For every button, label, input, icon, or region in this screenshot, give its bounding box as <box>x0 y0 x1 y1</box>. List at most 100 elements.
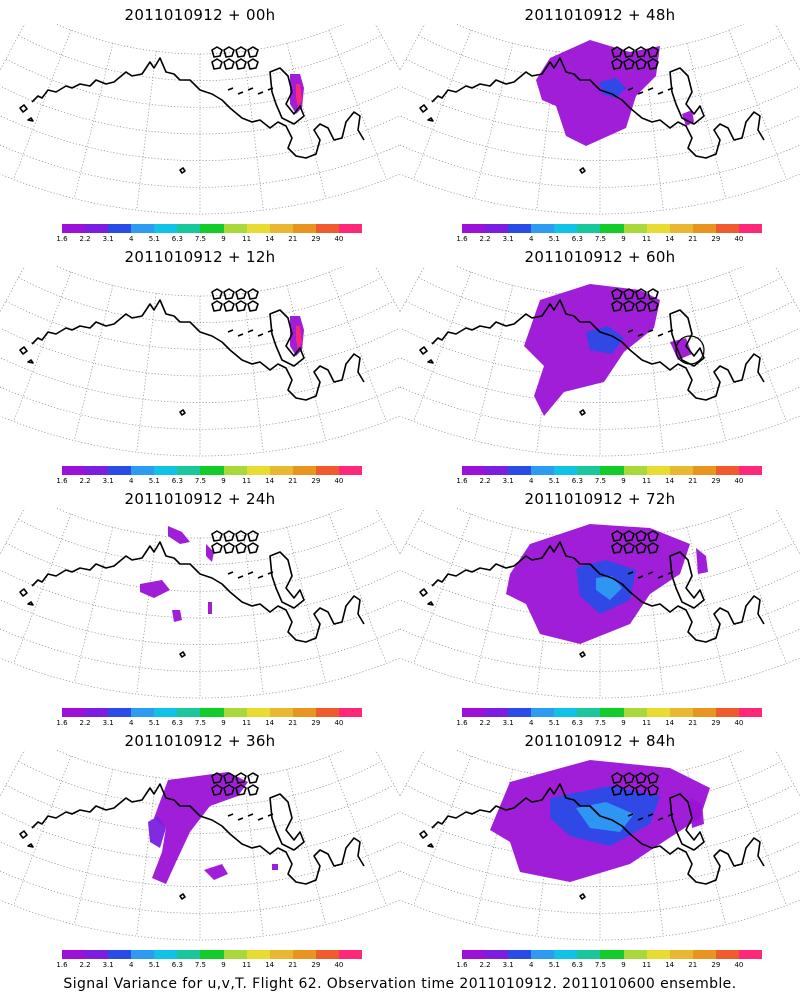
colorbar-segment <box>600 224 624 233</box>
colorbar-label: 3.1 <box>502 719 514 727</box>
panel-title: 2011010912 + 00h <box>124 6 276 24</box>
colorbar-segment <box>108 224 132 233</box>
colorbar-segment <box>85 950 109 959</box>
colorbar-labels: 1.6 2.2 3.1 4 5.1 6.3 7.5 9 11 14 21 29 40 <box>456 235 762 245</box>
colorbar-segment <box>315 950 339 959</box>
variance-region <box>140 580 170 598</box>
colorbar-label: 5.1 <box>548 235 560 243</box>
colorbar-label: 6.3 <box>571 719 583 727</box>
colorbar-label: 40 <box>334 235 344 243</box>
colorbar-label: 6.3 <box>171 477 183 485</box>
colorbar-label: 6.3 <box>571 961 583 969</box>
colorbar-segment <box>292 950 316 959</box>
colorbar-segment <box>246 708 270 717</box>
colorbar-label: 29 <box>711 477 721 485</box>
colorbar-segment <box>154 708 178 717</box>
colorbar-segment <box>108 708 132 717</box>
colorbar-label: 40 <box>734 235 744 243</box>
colorbar-segment <box>531 708 555 717</box>
colorbar <box>462 466 763 475</box>
colorbar-segment <box>269 224 293 233</box>
graticule <box>0 508 400 699</box>
colorbar-label: 2.2 <box>479 961 491 969</box>
colorbar-segment <box>177 950 201 959</box>
colorbar-label: 29 <box>711 235 721 243</box>
colorbar-label: 2.2 <box>79 235 91 243</box>
colorbar-label: 3.1 <box>102 719 114 727</box>
panel-title: 2011010912 + 24h <box>124 490 276 508</box>
colorbar-label: 1.6 <box>56 961 68 969</box>
variance-region <box>696 548 708 574</box>
variance-region <box>536 40 660 146</box>
colorbar-segment <box>623 224 647 233</box>
colorbar-segment <box>338 466 363 475</box>
colorbar-segment <box>715 950 739 959</box>
colorbar-label: 2.2 <box>79 961 91 969</box>
colorbar-label: 3.1 <box>102 961 114 969</box>
colorbar-segment <box>669 708 693 717</box>
colorbar-segment <box>315 466 339 475</box>
colorbar-segment <box>223 950 247 959</box>
colorbar-segment <box>531 950 555 959</box>
variance-region <box>148 816 166 848</box>
colorbar-label: 7.5 <box>194 719 207 727</box>
coastline <box>419 530 765 658</box>
variance-field <box>290 74 304 114</box>
colorbar-label: 11 <box>242 235 252 243</box>
panel-title: 2011010912 + 60h <box>524 248 676 266</box>
colorbar-segment <box>692 466 716 475</box>
colorbar-label: 1.6 <box>456 961 468 969</box>
polar-map <box>0 508 400 699</box>
colorbar-label: 4 <box>528 961 534 969</box>
colorbar-label: 1.6 <box>456 477 468 485</box>
colorbar-segment <box>623 466 647 475</box>
colorbar-segment <box>108 950 132 959</box>
colorbar-label: 7.5 <box>594 961 607 969</box>
colorbar-segment <box>462 224 486 233</box>
colorbar-segment <box>508 950 532 959</box>
figure-caption: Signal Variance for u,v,T. Flight 62. Ob… <box>63 976 737 992</box>
colorbar <box>462 950 763 959</box>
colorbar-segment <box>577 708 601 717</box>
colorbar-segment <box>62 950 86 959</box>
polar-map <box>0 266 400 457</box>
colorbar-segment <box>85 708 109 717</box>
colorbar-label: 11 <box>242 961 252 969</box>
colorbar-segment <box>131 224 155 233</box>
colorbar-segment <box>85 224 109 233</box>
colorbar-segment <box>531 466 555 475</box>
colorbar-label: 9 <box>621 961 626 969</box>
colorbar-label: 11 <box>242 719 252 727</box>
colorbar-label: 3.1 <box>502 235 514 243</box>
colorbar-segment <box>738 950 763 959</box>
colorbar-segment <box>315 224 339 233</box>
colorbar-labels: 1.6 2.2 3.1 4 5.1 6.3 7.5 9 11 14 21 29 40 <box>456 477 762 487</box>
colorbar-segment <box>223 708 247 717</box>
variance-field <box>290 316 304 356</box>
coastline <box>19 46 365 174</box>
colorbar-segment <box>623 950 647 959</box>
variance-region <box>272 864 278 870</box>
colorbar-label: 4 <box>128 719 134 727</box>
colorbar-label: 40 <box>734 477 744 485</box>
map-panel: 2011010912 + 24h 1.6 2.2 3.1 4 5.1 6.3 7.5 9 11 14… <box>0 484 400 727</box>
colorbar-segment <box>554 466 578 475</box>
variance-region <box>172 610 182 622</box>
colorbar-label: 40 <box>334 477 344 485</box>
colorbar-segment <box>508 466 532 475</box>
colorbar-segment <box>131 466 155 475</box>
colorbar-label: 11 <box>242 477 252 485</box>
colorbar-label: 11 <box>642 477 652 485</box>
colorbar-label: 11 <box>642 961 652 969</box>
colorbar-segment <box>131 708 155 717</box>
variance-region <box>152 772 248 884</box>
colorbar-label: 1.6 <box>56 477 68 485</box>
colorbar-segment <box>62 466 86 475</box>
colorbar-segment <box>554 708 578 717</box>
colorbar-label: 5.1 <box>148 477 160 485</box>
colorbar-label: 14 <box>665 235 675 243</box>
colorbar-label: 9 <box>221 235 226 243</box>
colorbar-label: 3.1 <box>102 477 114 485</box>
colorbar-label: 2.2 <box>479 477 491 485</box>
variance-field <box>506 524 708 644</box>
